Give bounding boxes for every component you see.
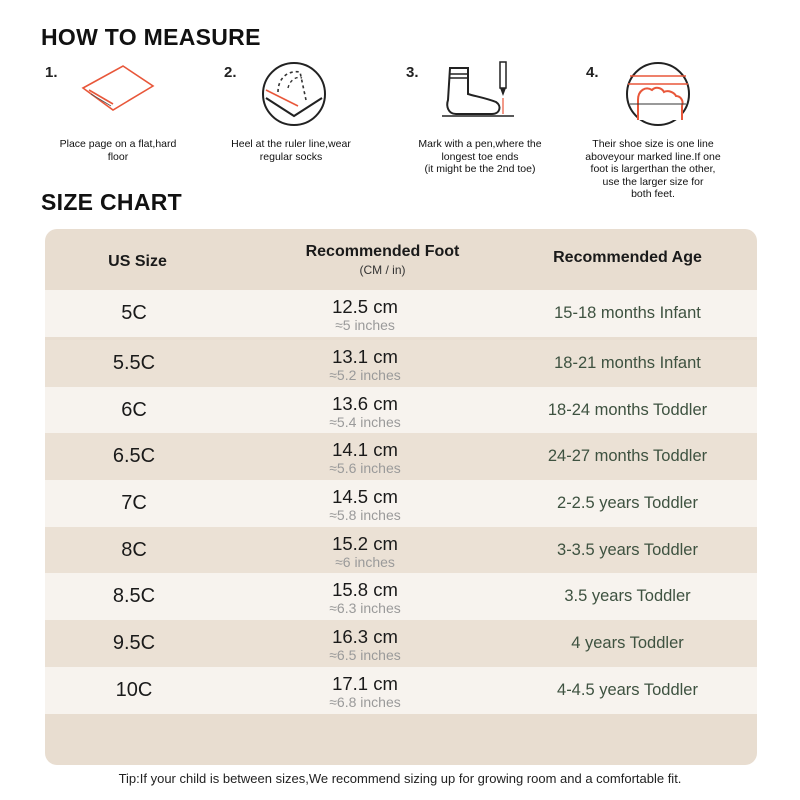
us-size-cell: 9.5C [112, 632, 156, 654]
recommended-age-cell: 24-27 months Toddler [547, 447, 708, 465]
foot-cm-cell: 16.3 cm [332, 626, 398, 647]
toe-over-line-icon [626, 62, 690, 126]
recommended-age-cell: 4-4.5 years Toddler [557, 681, 698, 699]
foot-cm-cell: 15.2 cm [332, 533, 398, 554]
header-foot-units: (CM / in) [359, 263, 406, 277]
step-text: Place page on a flat,hard floor [59, 138, 177, 163]
how-to-measure-title: HOW TO MEASURE [41, 24, 261, 50]
foot-inches-cell: ≈5.2 inches [329, 367, 401, 383]
foot-inches-cell: ≈5.4 inches [329, 414, 401, 430]
foot-inches-cell: ≈6.8 inches [329, 694, 401, 710]
table-header: US Size Recommended Foot (CM / in) Recom… [45, 229, 757, 289]
foot-cm-cell: 15.8 cm [332, 579, 398, 600]
step-number: 4. [586, 64, 599, 81]
recommended-age-cell: 15-18 months Infant [554, 304, 701, 322]
header-us-size: US Size [108, 253, 167, 270]
table-row: 6.5C 14.1 cm ≈5.6 inches 24-27 months Toddl… [45, 433, 757, 480]
us-size-cell: 6.5C [112, 445, 156, 467]
table-row: 8.5C 15.8 cm ≈6.3 inches 3.5 years Toddler [45, 573, 757, 620]
foot-inches-cell: ≈5.8 inches [329, 507, 401, 523]
foot-cm-cell: 13.6 cm [332, 393, 398, 414]
us-size-cell: 10C [115, 679, 153, 701]
foot-inches-cell: ≈5 inches [335, 317, 395, 333]
header-recommended-foot: Recommended Foot [305, 243, 460, 260]
recommended-age-cell: 3.5 years Toddler [564, 587, 691, 605]
foot-inches-cell: ≈6 inches [335, 554, 395, 570]
table-row: 6C 13.6 cm ≈5.4 inches 18-24 months Toddler [45, 387, 757, 434]
size-chart-title: SIZE CHART [41, 189, 182, 215]
foot-inches-cell: ≈6.3 inches [329, 600, 401, 616]
step-text: Their shoe size is one line aboveyour ma… [585, 138, 721, 200]
foot-cm-cell: 13.1 cm [332, 346, 398, 367]
sock-and-pen-icon [442, 61, 514, 117]
recommended-age-cell: 4 years Toddler [571, 634, 684, 652]
header-recommended-age: Recommended Age [553, 249, 702, 266]
foot-cm-cell: 17.1 cm [332, 673, 398, 694]
us-size-cell: 8C [121, 539, 147, 561]
sizing-tip: Tip:If your child is between sizes,We re… [118, 771, 682, 786]
step-number: 2. [224, 64, 237, 81]
size-chart-table: US Size Recommended Foot (CM / in) Recom… [45, 229, 757, 765]
us-size-cell: 8.5C [112, 585, 156, 607]
foot-cm-cell: 14.5 cm [332, 486, 398, 507]
foot-cm-cell: 12.5 cm [332, 296, 398, 317]
foot-inches-cell: ≈6.5 inches [329, 647, 401, 663]
paper-on-floor-icon [81, 65, 155, 111]
table-row: 9.5C 16.3 cm ≈6.5 inches 4 years Toddler [45, 620, 757, 667]
us-size-cell: 6C [121, 399, 147, 421]
table-row: 10C 17.1 cm ≈6.8 inches 4-4.5 years Toddler [45, 667, 757, 714]
recommended-age-cell: 2-2.5 years Toddler [557, 494, 698, 512]
us-size-cell: 5.5C [112, 352, 156, 374]
step-text: Mark with a pen,where the longest toe en… [418, 138, 542, 175]
step-number: 3. [406, 64, 419, 81]
recommended-age-cell: 18-24 months Toddler [547, 401, 708, 419]
step-text: Heel at the ruler line,wear regular sock… [231, 138, 351, 163]
step-number: 1. [45, 64, 58, 81]
recommended-age-cell: 18-21 months Infant [554, 354, 701, 372]
heel-on-ruler-icon [262, 62, 326, 126]
table-row: 5C 12.5 cm ≈5 inches 15-18 months Infant [45, 290, 757, 337]
recommended-age-cell: 3-3.5 years Toddler [557, 541, 698, 559]
table-row: 5.5C 13.1 cm ≈5.2 inches 18-21 months Infan… [45, 340, 757, 387]
us-size-cell: 5C [121, 302, 147, 324]
us-size-cell: 7C [121, 492, 147, 514]
foot-inches-cell: ≈5.6 inches [329, 460, 401, 476]
table-row: 8C 15.2 cm ≈6 inches 3-3.5 years Toddler [45, 527, 757, 574]
foot-cm-cell: 14.1 cm [332, 439, 398, 460]
table-row: 7C 14.5 cm ≈5.8 inches 2-2.5 years Toddler [45, 480, 757, 527]
